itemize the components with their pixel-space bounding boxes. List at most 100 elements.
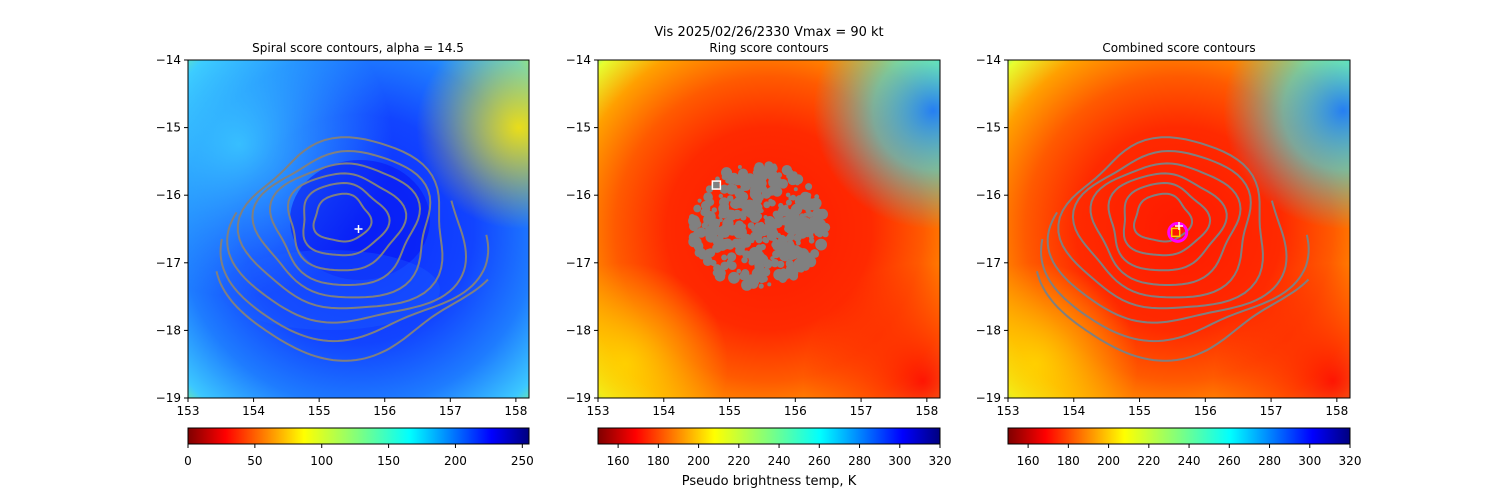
y-tick-label: −16 bbox=[976, 188, 1001, 202]
panel-spiral-colorbar-bar bbox=[187, 427, 530, 445]
panel-combined-frame bbox=[1007, 59, 1351, 399]
contour-line bbox=[1122, 181, 1212, 257]
ring-score-blob bbox=[700, 208, 709, 217]
ring-score-blob bbox=[764, 169, 770, 175]
ring-score-blob bbox=[696, 227, 707, 238]
colorbar-tick-label: 220 bbox=[727, 454, 750, 468]
panel-combined: Combined score contours 153 154 155 156 157 1… bbox=[976, 41, 1362, 468]
contour-line bbox=[1089, 162, 1242, 286]
colorbar-tick-label: 180 bbox=[1057, 454, 1080, 468]
ring-score-blob bbox=[726, 176, 734, 185]
colorbar-tick-label: 160 bbox=[1017, 454, 1040, 468]
colorbar-tick-label: 320 bbox=[929, 454, 952, 468]
ring-score-blob bbox=[748, 251, 760, 263]
ring-score-blob bbox=[814, 194, 820, 200]
colorbar-tick-label: 260 bbox=[1218, 454, 1241, 468]
ring-score-blob bbox=[797, 253, 808, 265]
colorbar-tick-label: 50 bbox=[247, 454, 262, 468]
ring-score-blob bbox=[784, 236, 790, 242]
ring-score-blob bbox=[714, 219, 721, 225]
ring-score-blob bbox=[793, 187, 798, 192]
panel-ring-image bbox=[598, 60, 940, 398]
ring-score-blob bbox=[720, 261, 729, 271]
panel-combined-axes: 153 154 155 156 157 158 −14 −15 −16 −17 −18 −19 bbox=[976, 53, 1349, 418]
ring-score-blob bbox=[759, 243, 766, 251]
ring-score-blob bbox=[753, 171, 763, 181]
ring-score-blob bbox=[711, 180, 720, 190]
x-tick-label: 158 bbox=[1325, 404, 1348, 418]
ring-score-blob bbox=[694, 248, 704, 257]
y-tick-label: −14 bbox=[566, 53, 591, 67]
ring-score-blob bbox=[705, 185, 714, 193]
ring-score-blob bbox=[818, 213, 823, 218]
combined-center-square bbox=[1170, 227, 1181, 238]
contour-line bbox=[286, 172, 408, 272]
contour-line bbox=[1039, 234, 1310, 343]
ring-score-blob bbox=[704, 249, 712, 257]
ring-score-blob bbox=[822, 230, 829, 238]
ring-score-blob bbox=[750, 238, 755, 244]
x-tick-label: 155 bbox=[308, 404, 331, 418]
ring-score-blob bbox=[761, 258, 768, 265]
y-tick-label: −18 bbox=[566, 323, 591, 337]
ring-score-blob bbox=[710, 259, 717, 267]
panel-ring-colorbar: 160 180 200 220 240 260 280 300 320 Pseudo brigh… bbox=[597, 427, 952, 489]
ring-score-blob bbox=[722, 209, 728, 215]
panel-ring: Ring score contours 153 154 155 156 157 158 −1… bbox=[566, 41, 952, 489]
ring-score-blob bbox=[712, 238, 720, 246]
ring-score-blob bbox=[811, 216, 823, 228]
panel-ring-colorbar-bar bbox=[597, 427, 941, 445]
x-tick-label: 157 bbox=[1260, 404, 1283, 418]
figure-suptitle: Vis 2025/02/26/2330 Vmax = 90 kt bbox=[654, 25, 883, 40]
x-tick-label: 155 bbox=[1128, 404, 1151, 418]
ring-score-blob bbox=[717, 240, 728, 251]
ring-score-blob bbox=[770, 259, 780, 268]
ring-score-blob bbox=[752, 229, 763, 240]
contour-line bbox=[1036, 271, 1310, 362]
contour-line bbox=[1046, 200, 1288, 324]
colorbar-tick-label: 280 bbox=[848, 454, 871, 468]
ring-score-blob bbox=[762, 173, 768, 179]
ring-score-blob bbox=[718, 193, 723, 199]
x-tick-label: 154 bbox=[242, 404, 265, 418]
ring-score-blob bbox=[767, 228, 779, 239]
y-tick-label: −16 bbox=[566, 188, 591, 202]
ring-score-blob bbox=[770, 200, 776, 206]
ring-score-blob bbox=[797, 228, 808, 239]
ring-score-blob bbox=[767, 186, 777, 196]
ring-score-blob bbox=[738, 168, 748, 179]
colorbar-label: Pseudo brightness temp, K bbox=[682, 474, 857, 489]
colorbar-tick-label: 250 bbox=[511, 454, 534, 468]
ring-score-blob bbox=[690, 234, 697, 242]
colorbar-tick-label: 320 bbox=[1339, 454, 1362, 468]
ring-score-blob bbox=[697, 198, 702, 203]
ring-score-blob bbox=[770, 256, 775, 261]
ring-score-blob bbox=[781, 209, 788, 216]
y-tick-label: −15 bbox=[976, 121, 1001, 135]
ring-score-blob bbox=[802, 218, 807, 224]
colorbar-tick-label: 0 bbox=[184, 454, 192, 468]
x-tick-label: 153 bbox=[177, 404, 200, 418]
x-tick-label: 158 bbox=[915, 404, 938, 418]
ring-score-blob bbox=[762, 236, 768, 243]
ring-score-blob bbox=[704, 229, 715, 239]
ring-score-blob bbox=[808, 234, 814, 240]
x-tick-label: 154 bbox=[1062, 404, 1085, 418]
x-tick-label: 158 bbox=[504, 404, 527, 418]
contour-line bbox=[226, 200, 468, 324]
ring-score-blob bbox=[816, 231, 823, 238]
ring-score-blob bbox=[788, 195, 793, 201]
ring-score-blob bbox=[794, 180, 800, 186]
ring-score-blob bbox=[812, 251, 819, 258]
x-tick-label: 154 bbox=[652, 404, 675, 418]
panel-combined-contours bbox=[1036, 136, 1310, 362]
colorbar-tick-label: 220 bbox=[1137, 454, 1160, 468]
contour-line bbox=[215, 271, 489, 362]
ring-score-blob bbox=[763, 215, 768, 220]
ring-score-blob bbox=[804, 224, 816, 235]
contour-line bbox=[1107, 172, 1228, 272]
ring-score-blob bbox=[781, 165, 793, 176]
ring-score-blob bbox=[704, 254, 712, 262]
y-tick-label: −17 bbox=[156, 256, 181, 270]
ring-score-blob bbox=[808, 238, 815, 244]
